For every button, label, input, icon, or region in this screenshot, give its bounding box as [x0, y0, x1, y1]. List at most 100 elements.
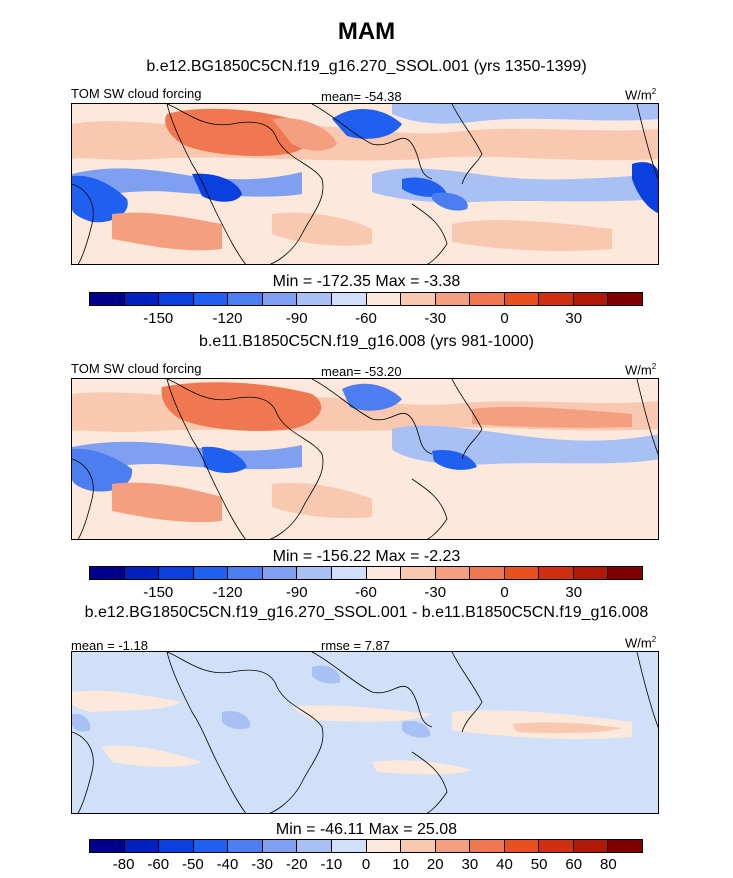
panel-1-map	[71, 103, 659, 265]
colorbar-swatch	[470, 293, 505, 305]
colorbar-swatch	[470, 567, 505, 579]
colorbar-swatch	[331, 293, 367, 305]
panel-2-map	[71, 378, 659, 540]
colorbar-tick-label: 0	[500, 310, 509, 327]
colorbar-tick-label: -10	[320, 856, 343, 873]
panel-1-subtitle: b.e12.BG1850C5CN.f19_g16.270_SSOL.001 (y…	[146, 58, 587, 75]
colorbar-swatch	[159, 840, 194, 852]
colorbar-tick-label: 80	[600, 856, 617, 873]
colorbar-tick-label: -80	[112, 856, 135, 873]
colorbar-swatch	[608, 840, 642, 852]
panel-3-minmax: Min = -46.11 Max = 25.08	[275, 821, 458, 838]
panel-2-left-label: TOM SW cloud forcing	[71, 361, 202, 376]
colorbar-tick-label: -60	[355, 310, 377, 327]
colorbar-swatch	[159, 293, 194, 305]
colorbar-swatch	[435, 293, 471, 305]
colorbar-swatch	[401, 840, 436, 852]
colorbar-swatch	[573, 567, 609, 579]
colorbar-tick-label: 0	[361, 856, 371, 873]
colorbar-swatch	[331, 567, 367, 579]
colorbar-swatch	[228, 293, 263, 305]
colorbar-swatch	[124, 567, 160, 579]
colorbar-swatch	[124, 840, 160, 852]
colorbar-tick-label: 30	[565, 584, 583, 601]
colorbar-swatch	[608, 293, 642, 305]
colorbar-swatch	[401, 567, 436, 579]
colorbar-swatch	[262, 567, 298, 579]
colorbar-swatch	[573, 840, 609, 852]
colorbar-tick-label: -40	[216, 856, 239, 873]
panel-3-mean-label: mean = -1.18	[71, 638, 148, 653]
colorbar-swatch	[504, 293, 540, 305]
colorbar-swatch	[159, 567, 194, 579]
colorbar-tick-label: -60	[355, 584, 377, 601]
colorbar-swatch	[297, 840, 332, 852]
colorbar-tick-label: 0	[500, 584, 509, 601]
colorbar-tick-label: -90	[285, 584, 308, 601]
colorbar-swatch	[366, 567, 402, 579]
panel-2-colorbar	[89, 566, 643, 580]
colorbar-swatch	[573, 293, 609, 305]
colorbar-swatch	[331, 840, 367, 852]
colorbar-swatch	[435, 567, 471, 579]
panel-2-colorbar-ticks: -150 -120 -90 -60 -30 0 30	[89, 584, 643, 602]
panel-1-mean-label: mean= -54.38	[321, 89, 402, 104]
colorbar-swatch	[504, 840, 540, 852]
colorbar-swatch	[435, 840, 471, 852]
colorbar-tick-label: -60	[147, 856, 170, 873]
colorbar-swatch	[608, 567, 642, 579]
panel-3-colorbar-ticks: -80 -60 -50 -40 -30 -20 -10 0 10 20 30 40 50 60 80	[89, 856, 643, 874]
colorbar-swatch	[470, 840, 505, 852]
colorbar-tick-label: 20	[426, 856, 444, 873]
colorbar-swatch	[90, 840, 125, 852]
colorbar-tick-label: -90	[285, 310, 308, 327]
colorbar-swatch	[297, 567, 332, 579]
panel-3-rmse-label: rmse = 7.87	[321, 638, 391, 653]
panel-1-colorbar	[89, 292, 643, 306]
page-title: MAM	[337, 18, 396, 45]
colorbar-tick-label: -20	[285, 856, 308, 873]
colorbar-swatch	[366, 293, 402, 305]
colorbar-swatch	[539, 567, 574, 579]
panel-3-colorbar	[89, 839, 643, 853]
panel-2-units: W/m2	[625, 362, 657, 378]
panel-1-colorbar-ticks: -150 -120 -90 -60 -30 0 30	[89, 310, 643, 328]
colorbar-tick-label: -120	[212, 584, 243, 601]
colorbar-swatch	[539, 840, 574, 852]
panel-1-minmax: Min = -172.35 Max = -3.38	[272, 273, 461, 290]
colorbar-swatch	[193, 293, 229, 305]
colorbar-tick-label: -150	[143, 584, 174, 601]
colorbar-swatch	[90, 293, 125, 305]
colorbar-tick-label: 60	[565, 856, 583, 873]
colorbar-tick-label: -150	[143, 310, 174, 327]
panel-3-units: W/m2	[625, 635, 657, 651]
colorbar-tick-label: -30	[424, 584, 447, 601]
colorbar-swatch	[228, 840, 263, 852]
panel-1-units: W/m2	[625, 87, 657, 103]
colorbar-tick-label: 40	[496, 856, 513, 873]
colorbar-swatch	[193, 567, 229, 579]
panel-3-subtitle: b.e12.BG1850C5CN.f19_g16.270_SSOL.001 - …	[84, 604, 649, 621]
panel-2-minmax: Min = -156.22 Max = -2.23	[272, 548, 461, 565]
colorbar-swatch	[401, 293, 436, 305]
colorbar-swatch	[539, 293, 574, 305]
panel-3-map	[71, 651, 659, 814]
colorbar-tick-label: 30	[565, 310, 583, 327]
colorbar-swatch	[193, 840, 229, 852]
panel-2-mean-label: mean= -53.20	[321, 364, 402, 379]
colorbar-tick-label: 50	[530, 856, 548, 873]
colorbar-tick-label: -120	[212, 310, 243, 327]
colorbar-swatch	[262, 840, 298, 852]
colorbar-swatch	[228, 567, 263, 579]
colorbar-swatch	[262, 293, 298, 305]
colorbar-tick-label: -30	[424, 310, 447, 327]
colorbar-tick-label: -50	[182, 856, 204, 873]
panel-1-left-label: TOM SW cloud forcing	[71, 86, 202, 101]
colorbar-swatch	[504, 567, 540, 579]
colorbar-swatch	[90, 567, 125, 579]
colorbar-tick-label: 30	[461, 856, 479, 873]
panel-2-subtitle: b.e11.B1850C5CN.f19_g16.008 (yrs 981-100…	[198, 333, 535, 350]
colorbar-swatch	[366, 840, 402, 852]
colorbar-swatch	[124, 293, 160, 305]
colorbar-tick-label: -30	[251, 856, 273, 873]
